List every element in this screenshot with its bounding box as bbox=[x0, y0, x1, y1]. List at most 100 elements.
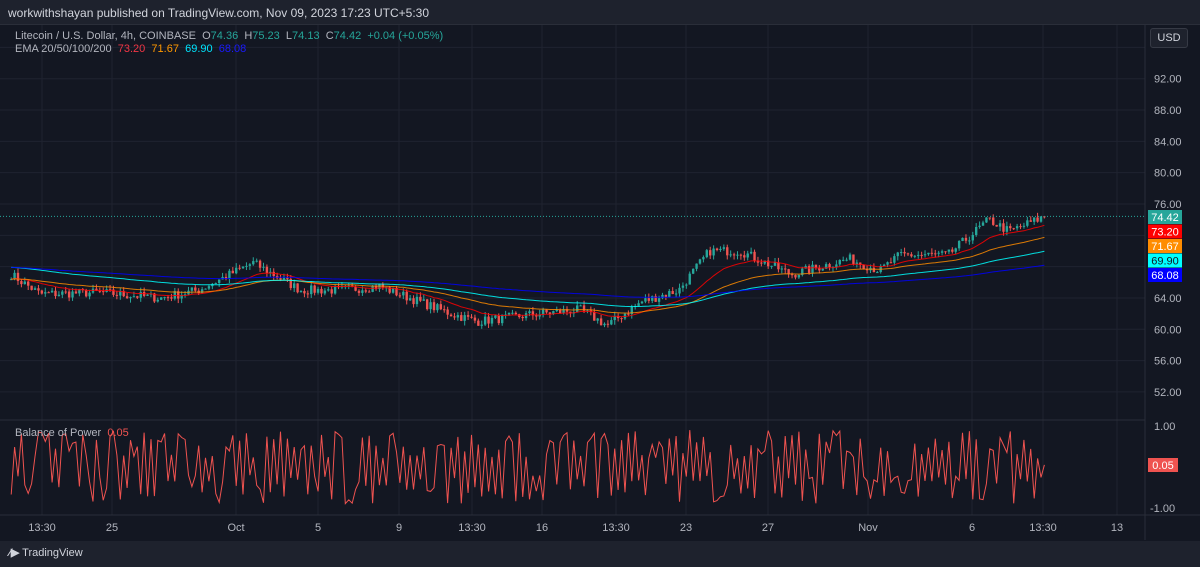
candle bbox=[862, 264, 865, 270]
candle bbox=[415, 296, 419, 305]
candle bbox=[88, 292, 91, 297]
candle bbox=[729, 254, 732, 256]
candle bbox=[98, 290, 102, 292]
candle bbox=[361, 290, 364, 293]
candle bbox=[125, 296, 129, 299]
candle bbox=[971, 235, 974, 241]
candle bbox=[695, 263, 698, 269]
logo-icon: ⁄▶ bbox=[9, 547, 20, 559]
bop-badge bbox=[1148, 458, 1178, 472]
candle bbox=[27, 281, 30, 286]
price-badge-label: 69.90 bbox=[1151, 256, 1179, 268]
candle bbox=[627, 313, 630, 315]
candle bbox=[40, 290, 44, 294]
candle bbox=[282, 277, 286, 280]
candle bbox=[395, 287, 398, 296]
candle bbox=[889, 262, 893, 264]
candle bbox=[67, 291, 71, 298]
candle bbox=[289, 278, 292, 289]
candle bbox=[439, 304, 443, 310]
candle bbox=[228, 270, 231, 279]
x-tick-label: 13:30 bbox=[602, 522, 630, 534]
candle bbox=[647, 298, 651, 301]
bop-tick-label: 1.00 bbox=[1154, 421, 1175, 433]
tradingview-logo[interactable]: ⁄▶ TradingView bbox=[9, 546, 83, 559]
candle bbox=[446, 309, 449, 315]
candle bbox=[579, 305, 582, 307]
candle bbox=[507, 312, 511, 315]
candle bbox=[582, 305, 586, 311]
candle bbox=[961, 237, 964, 241]
candle bbox=[548, 312, 552, 314]
price-badge-label: 68.08 bbox=[1151, 270, 1179, 282]
candle bbox=[364, 290, 367, 292]
candle bbox=[419, 296, 422, 301]
candle bbox=[838, 259, 841, 265]
candle bbox=[651, 296, 654, 301]
candle bbox=[391, 287, 395, 293]
publish-info: workwithshayan published on TradingView.… bbox=[8, 6, 430, 20]
candle bbox=[425, 299, 429, 310]
candle bbox=[180, 294, 183, 299]
candle bbox=[108, 289, 112, 291]
candle bbox=[835, 264, 838, 268]
candle bbox=[1032, 217, 1036, 222]
candle bbox=[848, 254, 852, 260]
candle bbox=[269, 271, 272, 274]
candle bbox=[715, 248, 719, 251]
candle bbox=[558, 309, 562, 314]
candle bbox=[483, 316, 487, 325]
candle bbox=[412, 298, 415, 305]
candle bbox=[453, 316, 456, 318]
candle bbox=[981, 222, 985, 226]
bop-tick-label: -1.00 bbox=[1150, 503, 1175, 515]
candle bbox=[807, 266, 811, 273]
candle bbox=[773, 262, 777, 266]
candle bbox=[528, 311, 531, 314]
candle bbox=[235, 267, 238, 274]
candle bbox=[378, 284, 381, 290]
candle bbox=[71, 291, 74, 298]
candle bbox=[16, 272, 20, 282]
candle bbox=[531, 311, 535, 316]
candle bbox=[487, 316, 490, 324]
candle bbox=[947, 249, 951, 252]
candle bbox=[988, 217, 992, 219]
currency-button[interactable]: USD bbox=[1150, 28, 1188, 48]
candle bbox=[405, 291, 408, 301]
y-tick-label: 80.00 bbox=[1154, 168, 1182, 180]
candle bbox=[770, 265, 773, 267]
candle bbox=[231, 270, 235, 274]
candle bbox=[272, 271, 275, 277]
candle bbox=[722, 247, 726, 249]
candle bbox=[422, 299, 425, 301]
candle bbox=[678, 287, 681, 294]
x-tick-label: 13:30 bbox=[458, 522, 486, 534]
candle bbox=[1029, 220, 1032, 222]
candle bbox=[599, 318, 603, 326]
candle bbox=[818, 267, 821, 271]
high-value: 75.23 bbox=[252, 30, 280, 42]
candle bbox=[535, 315, 538, 317]
candle bbox=[443, 309, 446, 311]
candle bbox=[402, 291, 405, 296]
candle bbox=[784, 268, 787, 270]
candle bbox=[357, 290, 361, 293]
candle bbox=[371, 285, 374, 292]
candle bbox=[913, 255, 917, 257]
candle bbox=[613, 316, 616, 321]
candle bbox=[886, 262, 889, 265]
x-tick-label: 6 bbox=[969, 522, 975, 534]
candle bbox=[61, 291, 64, 295]
candle bbox=[739, 254, 743, 256]
candle bbox=[50, 290, 54, 293]
candle bbox=[657, 298, 661, 302]
candle bbox=[985, 217, 988, 223]
candle bbox=[964, 237, 968, 241]
candle bbox=[262, 266, 265, 268]
candle bbox=[214, 283, 217, 285]
candle bbox=[719, 248, 722, 251]
x-tick-label: 5 bbox=[315, 522, 321, 534]
candle bbox=[957, 240, 961, 249]
